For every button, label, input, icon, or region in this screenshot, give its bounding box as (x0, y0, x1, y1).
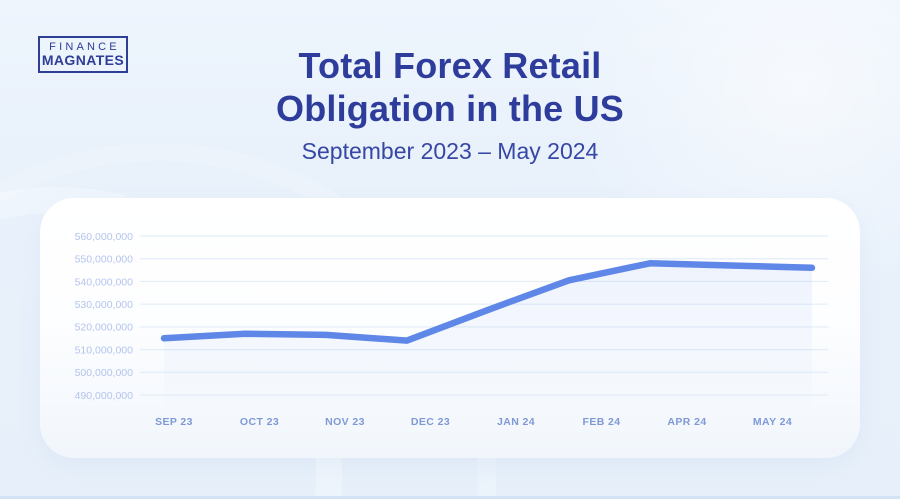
y-axis-tick-label: 560,000,000 (75, 231, 134, 243)
title-line-1: Total Forex Retail (298, 45, 602, 86)
x-axis-tick-label: SEP 23 (155, 416, 193, 428)
x-axis-tick-label: APR 24 (667, 416, 706, 428)
x-axis-tick-label: FEB 24 (583, 416, 621, 428)
x-axis-tick-label: NOV 23 (325, 416, 365, 428)
title-line-2: Obligation in the US (276, 88, 624, 129)
y-axis-tick-label: 510,000,000 (75, 344, 134, 356)
y-axis-tick-label: 520,000,000 (75, 322, 134, 334)
y-axis-tick-label: 550,000,000 (75, 254, 134, 266)
y-axis-tick-label: 530,000,000 (75, 299, 134, 311)
finance-magnates-logo: FINANCE MAGNATES (38, 36, 128, 73)
logo-magnates-text: MAGNATES (41, 52, 125, 68)
bottom-edge-strip (0, 496, 900, 499)
x-axis-tick-label: DEC 23 (411, 416, 450, 428)
chart-card: 560,000,000 550,000,000 540,000,000 530,000… (40, 198, 860, 458)
x-axis-tick-label: JAN 24 (497, 416, 535, 428)
y-axis-tick-label: 500,000,000 (75, 367, 134, 379)
date-range-subtitle: September 2023 – May 2024 (301, 138, 599, 164)
page-title: Total Forex Retail Obligation in the US (0, 44, 900, 130)
obligation-line (160, 260, 816, 344)
line-chart: 560,000,000 550,000,000 540,000,000 530,000… (75, 231, 828, 428)
header: Total Forex Retail Obligation in the US S… (0, 44, 900, 165)
y-axis-tick-label: 490,000,000 (75, 390, 134, 402)
x-axis-tick-label: MAY 24 (753, 416, 792, 428)
x-axis-tick-label: OCT 23 (240, 416, 279, 428)
logo-finance-text: FINANCE (49, 41, 120, 53)
line-area-fill (164, 263, 812, 410)
y-axis-tick-label: 540,000,000 (75, 276, 134, 288)
